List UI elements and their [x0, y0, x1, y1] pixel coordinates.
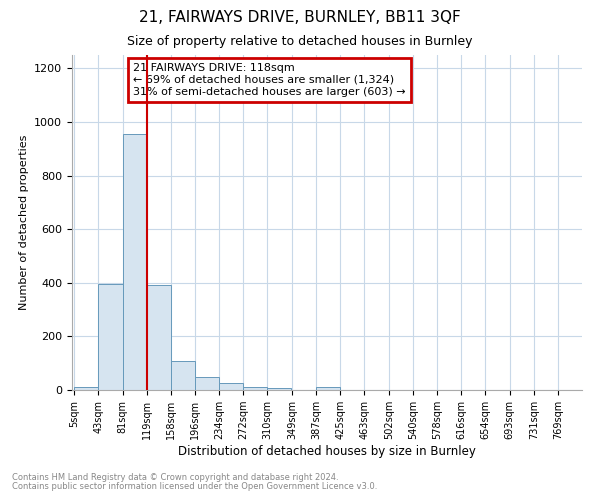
Bar [146, 286, 170, 390]
Text: 21, FAIRWAYS DRIVE, BURNLEY, BB11 3QF: 21, FAIRWAYS DRIVE, BURNLEY, BB11 3QF [139, 10, 461, 25]
Bar [74, 388, 98, 390]
Bar [316, 387, 340, 390]
X-axis label: Distribution of detached houses by size in Burnley: Distribution of detached houses by size … [178, 445, 476, 458]
Y-axis label: Number of detached properties: Number of detached properties [19, 135, 29, 310]
Text: Contains HM Land Registry data © Crown copyright and database right 2024.: Contains HM Land Registry data © Crown c… [12, 474, 338, 482]
Bar [98, 284, 122, 390]
Bar [122, 134, 146, 390]
Bar [268, 388, 292, 390]
Text: Size of property relative to detached houses in Burnley: Size of property relative to detached ho… [127, 35, 473, 48]
Bar [244, 387, 268, 390]
Bar [171, 362, 195, 390]
Text: Contains public sector information licensed under the Open Government Licence v3: Contains public sector information licen… [12, 482, 377, 491]
Bar [195, 377, 220, 390]
Text: 21 FAIRWAYS DRIVE: 118sqm
← 69% of detached houses are smaller (1,324)
31% of se: 21 FAIRWAYS DRIVE: 118sqm ← 69% of detac… [133, 64, 406, 96]
Bar [220, 384, 244, 390]
